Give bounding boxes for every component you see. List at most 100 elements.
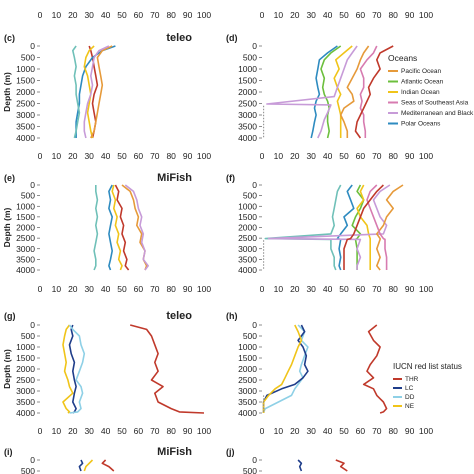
x-tick-label: 100 (419, 284, 433, 294)
panel-label: (c) (4, 33, 15, 43)
x-tick-label: 20 (290, 151, 300, 161)
x-tick-label: 90 (405, 284, 415, 294)
series-line (124, 184, 149, 271)
y-tick-label: 1500 (238, 212, 257, 222)
legend: IUCN red list status THR LC DD NE (393, 362, 462, 410)
legend-item-label: Indian Ocean (401, 89, 440, 96)
x-tick-label: 10 (52, 151, 62, 161)
x-tick-label: 60 (356, 284, 366, 294)
series-line (68, 324, 77, 414)
series-line (310, 45, 338, 139)
top-xaxis-strip: 0 10 20 30 40 50 60 70 80 90 100 0 10 20 30 40 50 60 70 80 9… (38, 10, 434, 20)
x-tick-label: 40 (323, 426, 333, 436)
x-tick-label: 20 (290, 426, 300, 436)
x-tick-label: 70 (150, 284, 160, 294)
y-tick-label: 2000 (16, 87, 35, 97)
series-line (297, 459, 303, 472)
y-tick-label: 2500 (16, 375, 35, 385)
y-tick-label: 2500 (238, 99, 257, 109)
x-tick-label: 70 (150, 151, 160, 161)
legend-item-label: DD (405, 394, 415, 401)
x-tick-label: 80 (166, 10, 176, 20)
y-axis-label: Depth (m) (2, 72, 12, 112)
series-line (335, 459, 348, 472)
y-tick-label: 1000 (238, 64, 257, 74)
x-tick-label: 90 (405, 426, 415, 436)
y-tick-label: 2000 (16, 364, 35, 374)
x-tick-label: 60 (134, 284, 144, 294)
x-tick-label: 20 (68, 426, 78, 436)
series-line (108, 184, 113, 271)
series-line (351, 184, 365, 270)
panel-e: (e) MiFish0500100015002000250030003500400… (2, 172, 211, 294)
series-line (101, 459, 115, 472)
x-tick-label: 0 (260, 10, 265, 20)
x-tick-label: 70 (372, 426, 382, 436)
x-tick-label: 30 (306, 426, 316, 436)
x-tick-label: 40 (101, 426, 111, 436)
series-line (343, 184, 384, 270)
series-line (78, 459, 84, 472)
x-tick-label: 10 (52, 10, 62, 20)
y-tick-label: 0 (30, 41, 35, 51)
legend-item-label: LC (405, 385, 414, 392)
series-line (359, 45, 378, 138)
y-axis-label: Depth (m) (2, 349, 12, 389)
x-tick-label: 70 (372, 284, 382, 294)
y-tick-label: 0 (30, 455, 35, 465)
series-line (68, 324, 86, 414)
panel-label: (e) (4, 173, 15, 183)
y-tick-label: 1500 (16, 353, 35, 363)
x-tick-label: 90 (183, 426, 193, 436)
y-tick-label: 3000 (16, 244, 35, 254)
x-tick-label: 40 (101, 10, 111, 20)
x-tick-label: 10 (274, 284, 284, 294)
legend-item-label: Seas of Southeast Asia (401, 100, 469, 107)
y-tick-label: 0 (252, 455, 257, 465)
legend-item-label: Polar Oceans (401, 121, 441, 128)
y-tick-label: 1000 (16, 342, 35, 352)
series-line (114, 184, 130, 271)
y-tick-label: 3000 (238, 110, 257, 120)
legend-item-label: NE (405, 403, 415, 410)
series-line (129, 324, 205, 414)
y-tick-label: 500 (21, 466, 35, 474)
y-tick-label: 0 (252, 41, 257, 51)
x-tick-label: 50 (117, 10, 127, 20)
y-tick-label: 0 (252, 320, 257, 330)
x-tick-label: 20 (290, 10, 300, 20)
x-tick-label: 80 (388, 426, 398, 436)
y-tick-label: 1000 (16, 201, 35, 211)
primer-title: MiFish (157, 446, 192, 458)
series-line (266, 45, 358, 139)
x-tick-label: 30 (84, 10, 94, 20)
y-tick-label: 500 (21, 191, 35, 201)
y-tick-label: 2000 (238, 87, 257, 97)
series-line (267, 184, 391, 270)
x-tick-label: 30 (84, 426, 94, 436)
x-tick-label: 30 (84, 284, 94, 294)
x-tick-label: 60 (134, 426, 144, 436)
x-tick-label: 20 (68, 10, 78, 20)
x-tick-label: 100 (197, 151, 211, 161)
y-tick-label: 3500 (238, 254, 257, 264)
y-tick-label: 4000 (16, 408, 35, 418)
x-tick-label: 100 (419, 10, 433, 20)
series-line (111, 184, 123, 271)
series-line (83, 459, 94, 472)
x-tick-label: 50 (339, 284, 349, 294)
x-tick-label: 10 (52, 284, 62, 294)
x-tick-label: 80 (166, 284, 176, 294)
x-tick-label: 50 (339, 10, 349, 20)
y-tick-label: 0 (30, 320, 35, 330)
y-tick-label: 2500 (16, 233, 35, 243)
x-tick-label: 0 (260, 151, 265, 161)
x-tick-label: 70 (150, 10, 160, 20)
y-tick-label: 1500 (16, 76, 35, 86)
x-tick-label: 40 (101, 151, 111, 161)
